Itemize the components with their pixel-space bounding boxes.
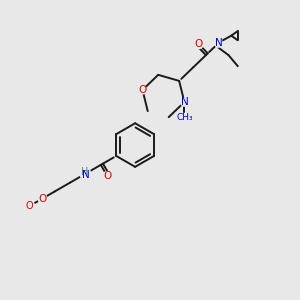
Circle shape: [80, 168, 91, 179]
Text: N: N: [181, 97, 188, 107]
Circle shape: [139, 86, 146, 94]
Text: N: N: [82, 170, 90, 180]
Text: O: O: [195, 39, 203, 49]
Circle shape: [214, 39, 222, 47]
Circle shape: [38, 194, 47, 203]
Text: N: N: [214, 38, 222, 48]
Circle shape: [179, 113, 189, 123]
Text: O: O: [38, 194, 46, 203]
Text: O: O: [138, 85, 147, 95]
Circle shape: [194, 40, 203, 49]
Circle shape: [25, 201, 34, 211]
Circle shape: [180, 98, 188, 106]
Text: CH₃: CH₃: [176, 113, 193, 122]
Circle shape: [103, 172, 112, 181]
Text: O: O: [26, 201, 33, 211]
Text: O: O: [103, 171, 111, 181]
Text: H: H: [81, 167, 88, 177]
